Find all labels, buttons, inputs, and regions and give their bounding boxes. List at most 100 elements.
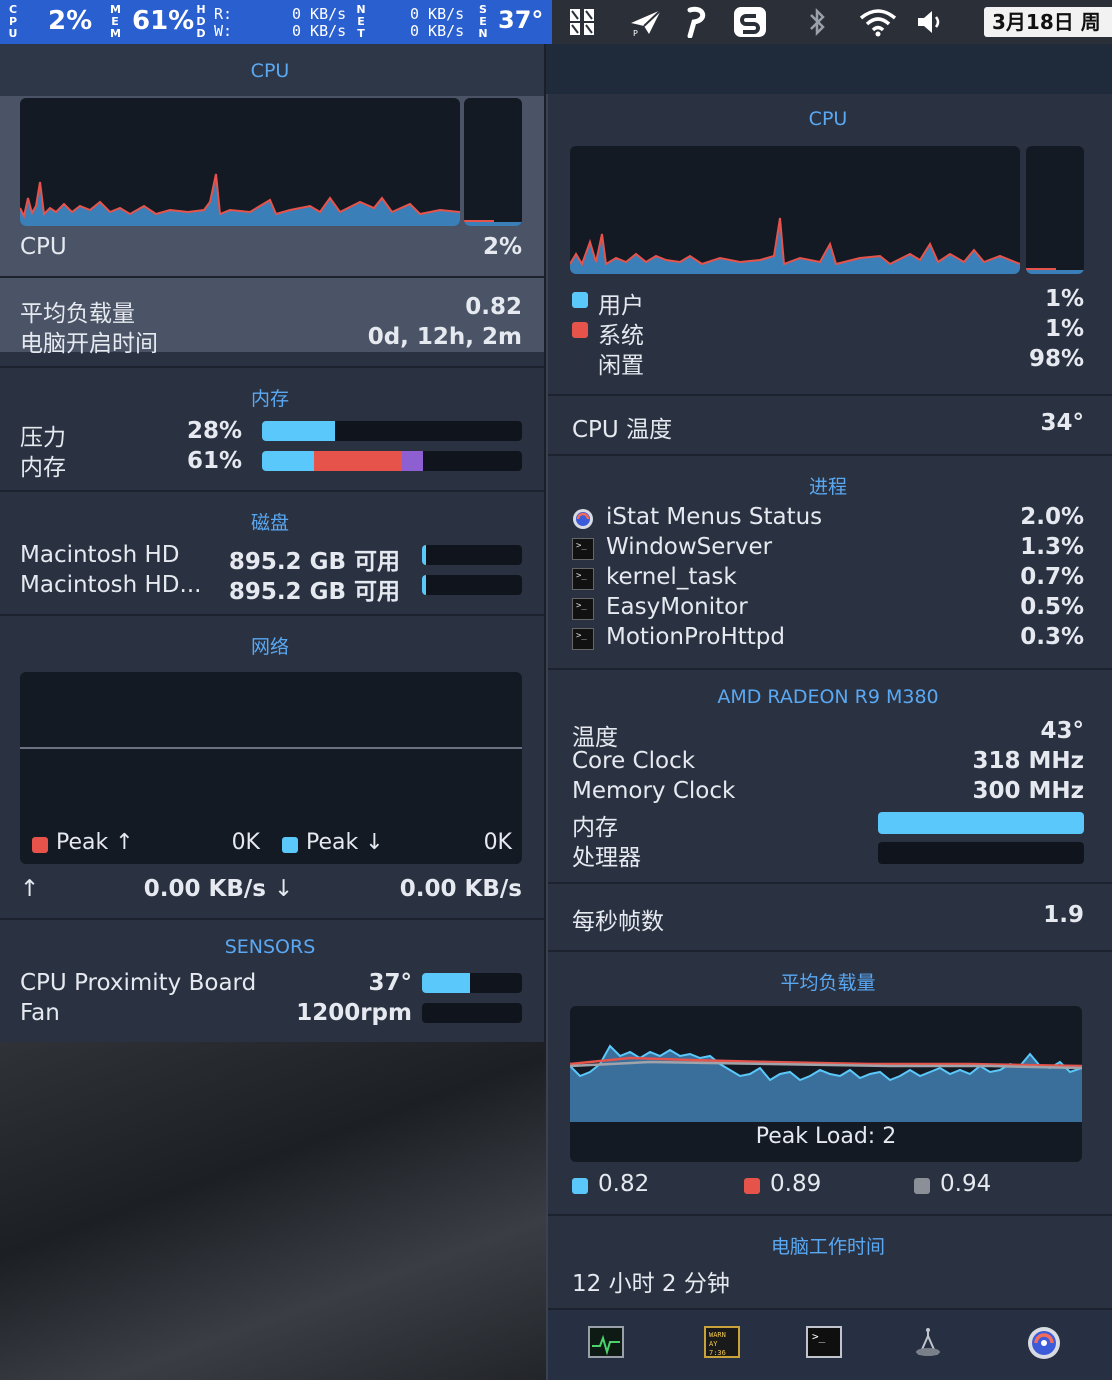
process-5-name[interactable]: MotionProHttpd [606,624,785,650]
memory-segment-1 [262,451,314,471]
activity-monitor-icon[interactable] [588,1326,624,1358]
disk-2-usage-bar [422,575,522,595]
right-cpu-current-graph [1026,146,1084,274]
hdd-vertical-label-2: D [196,15,206,28]
load-average-graph: Peak Load: 2 [570,1006,1082,1162]
cpu-system-swatch [572,322,588,338]
paper-plane-icon[interactable]: P [626,4,666,40]
gpu-memory-clock-value: 300 MHz [972,778,1084,804]
left-cpu-header [0,44,544,96]
load-1min-swatch [572,1178,588,1194]
left-load-label: 平均负载量 [20,301,135,327]
cpu-user-value: 1% [1044,286,1084,312]
mem-vertical-label-2: E [111,15,119,28]
peak-up-swatch [32,837,48,853]
s-app-icon[interactable] [730,4,770,40]
cpu-user-label: 用户 [598,293,644,319]
hdd-read-value[interactable]: 0 KB/s [292,5,347,23]
disk-2-usage-fill [422,575,426,595]
net-vertical-label-2: E [357,15,365,28]
divider [548,882,1112,884]
disk-1-name: Macintosh HD [20,542,180,568]
upload-rate: 0.00 KB/s [143,876,266,902]
net-vertical-label-3: T [357,27,365,40]
p-app-icon[interactable] [678,4,712,40]
left-istat-panel: CPU CPU 2% 平均负载量 0.82 电脑开启时间 0d, 12h, 2m… [0,44,544,1042]
load-15min-value: 0.94 [940,1171,992,1197]
gpu-vram-label: 内存 [572,815,618,841]
istat-app-icon[interactable] [1026,1326,1062,1359]
bluetooth-icon[interactable] [800,4,834,40]
menubar-date[interactable]: 3月18日 周 [984,7,1112,37]
fan-bar [422,1003,522,1023]
gpu-memory-clock-label: Memory Clock [572,778,736,804]
left-cpu-current-bar [464,222,522,226]
cpu-idle-value: 98% [1028,346,1084,372]
hdd-vertical-label-3: D [196,27,206,40]
process-1-name[interactable]: iStat Menus Status [606,504,823,530]
load-average-title: 平均负载量 [780,972,876,994]
menu-bar: C P U 2% M E M 61% H D D R: W: 0 KB/s 0 … [0,0,1112,44]
menubar-mem-value[interactable]: 61% [132,6,195,36]
sen-vertical-label-2: E [479,15,487,28]
disk-utility-icon[interactable] [910,1326,946,1358]
sen-vertical-label-3: N [478,27,488,40]
cpu-idle-label: 闲置 [598,353,644,379]
network-graph-baseline [20,747,522,749]
istat-menubar-strip[interactable]: C P U 2% M E M 61% H D D R: W: 0 KB/s 0 … [0,0,552,44]
sensor-1-label: CPU Proximity Board [20,970,257,996]
memory-pressure-bar [262,421,522,441]
svg-text:P: P [633,29,638,37]
net-up-value[interactable]: 0 KB/s [410,5,465,23]
wifi-icon[interactable] [856,4,900,40]
cpu-idle-swatch [572,352,588,368]
gpu-core-clock-label: Core Clock [572,748,696,774]
gpu-processor-label: 处理器 [572,845,641,871]
network-history-graph: Peak ↑ 0K Peak ↓ 0K [20,672,522,864]
hdd-write-value[interactable]: 0 KB/s [292,22,347,40]
sensor-1-fill [422,973,470,993]
right-cpu-current-bar [1026,270,1084,274]
net-vertical-label-1: N [356,3,366,16]
cpu-system-label: 系统 [598,323,644,349]
divider [548,394,1112,396]
left-cpu-label: CPU [20,234,67,260]
left-cpu-title: CPU [250,60,290,82]
gpu-temp-label: 温度 [572,725,618,751]
memory-usage-value: 61% [186,448,242,474]
mem-vertical-label-3: M [110,27,121,40]
terminal-icon[interactable]: >_ [806,1326,842,1358]
cpu-vertical-label-1: C [8,3,18,16]
sensor-1-bar [422,973,522,993]
load-15min-swatch [914,1178,930,1194]
process-2-name[interactable]: WindowServer [606,534,773,560]
disk-2-free: 895.2 GB 可用 [228,579,400,605]
gpu-vram-fill [878,812,1084,834]
load-1min-value: 0.82 [598,1171,650,1197]
grid-app-icon[interactable] [564,4,600,40]
cpu-temp-label: CPU 温度 [572,417,673,443]
sen-vertical-label-1: S [479,3,487,16]
process-3-name[interactable]: kernel_task [606,564,737,590]
menubar-sensor-value[interactable]: 37° [498,6,544,34]
left-memory-title: 内存 [250,388,289,410]
net-down-value[interactable]: 0 KB/s [410,22,465,40]
divider [0,918,544,920]
uptime-value: 12 小时 2 分钟 [572,1271,730,1297]
console-icon[interactable]: WARN AY 7:36 [704,1326,740,1358]
right-cpu-history-graph [570,146,1020,274]
memory-segment-2 [314,451,403,471]
divider [548,454,1112,456]
cpu-system-value: 1% [1044,316,1084,342]
divider [0,366,544,368]
process-4-name[interactable]: EasyMonitor [606,594,748,620]
fan-label: Fan [20,1000,60,1026]
peak-up-value: 0K [231,830,260,855]
process-2-value: 1.3% [1020,534,1084,560]
left-cpu-current-bar-system [464,220,494,222]
uptime-title: 电脑工作时间 [770,1236,885,1258]
left-disk-title: 磁盘 [250,512,289,534]
divider [0,276,544,278]
volume-icon[interactable] [912,4,948,40]
menubar-cpu-value[interactable]: 2% [48,6,93,36]
